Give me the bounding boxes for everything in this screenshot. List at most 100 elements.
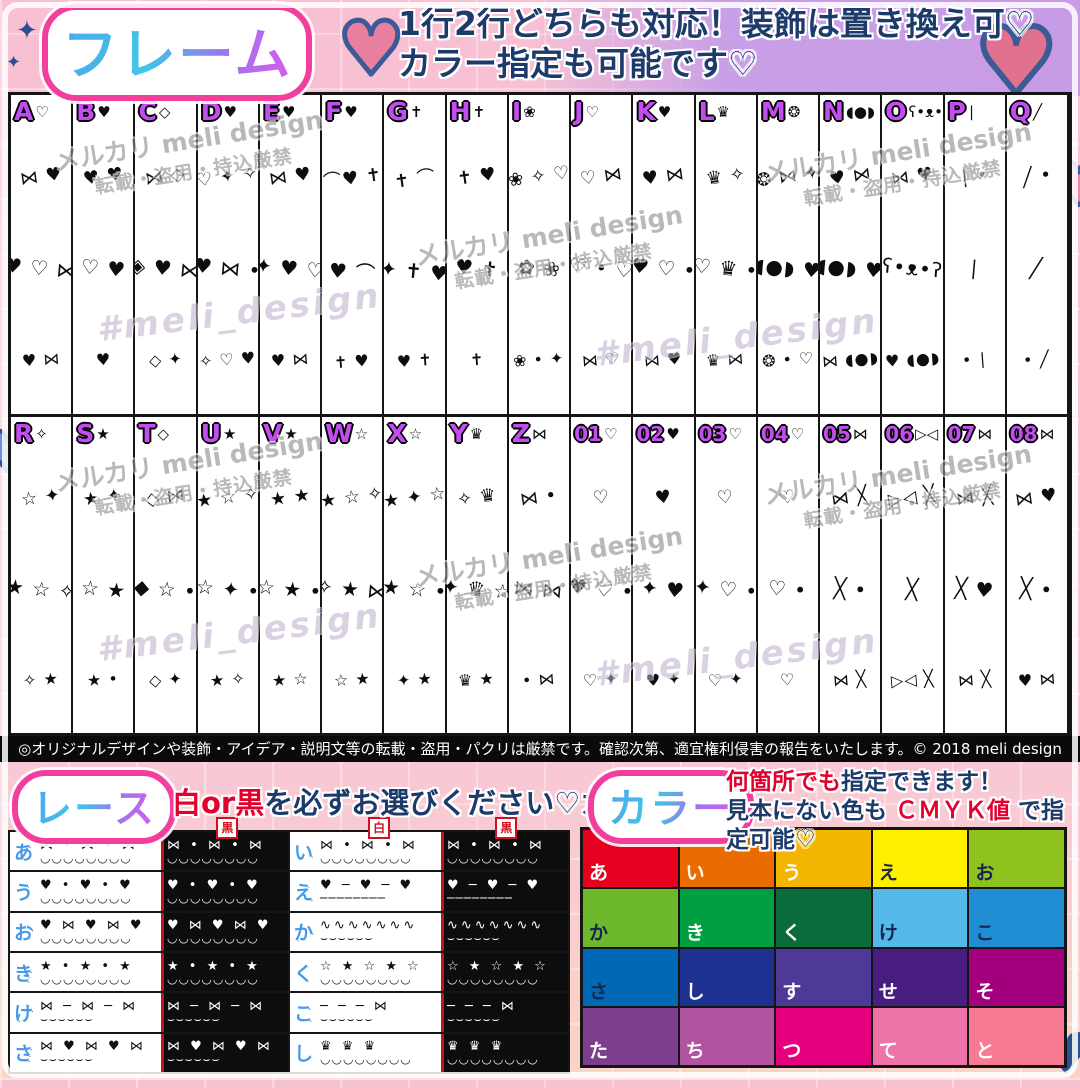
color-swatch-label: う (782, 862, 802, 885)
frame-cell-U: U ★ ★ ☆ ✧ ☆ ✦ • ★ ✧ (197, 417, 260, 733)
lace-motif-strip: ⋈ ♥ ⋈ ♥ ⋈ (40, 1039, 146, 1055)
motif-cluster: ⋈ ♡ (581, 348, 622, 371)
motif-cluster: ✧ ♡ ♥ (198, 348, 258, 372)
lace-group-け: け ⋈ ─ ⋈ ─ ⋈ ⌣⌣⌣⌣⌣⌣ ⋈ ─ ⋈ ─ ⋈ ⌣⌣⌣⌣⌣⌣ (10, 993, 288, 1032)
frame-cell-motif-icon: ∣ (967, 103, 976, 121)
lace-edge-strip: ⌣⌣⌣⌣⌣⌣ (167, 1052, 221, 1067)
color-swatch-label: せ (878, 980, 898, 1003)
page-header: ✦ ✦ フレーム ♥ 1行2行どちらも対応！装飾は置き換え可♡ カラー指定も可能… (0, 0, 1080, 101)
motif-cluster: ♥ ✝ (395, 349, 434, 372)
lace-motif-strip: ♛ ♛ ♛ (447, 1039, 506, 1055)
frame-cell-S: S ★ ★ ✦ ☆ ★ ★ • (73, 417, 136, 733)
frame-cell-motifs: ❀ ✧ ♡ ✿ ❀ ❀ • ✦ (509, 127, 569, 414)
frame-sample-grid: A ♡ ⋈ ♥ ♥ ♡ ⋈ ♥ ⋈ B ♥ ♥ ♥ ♡ ♥ ♥ C ◇ ⋈ ◇ ◈ ♥ ⋈ ◇ ✦ D ♥ ♡ ✦… (8, 92, 1072, 736)
motif-cluster: • ∣ (961, 349, 989, 371)
frame-cell-motif-icon: ♥ (282, 103, 296, 121)
lace-row: お ♥ ⋈ ♥ ⋈ ♥ ◡◡◡◡◡◡◡◡ ♥ ⋈ ♥ ⋈ ♥ ◡◡◡◡◡◡◡◡ か ∿∿∿∿… (10, 910, 568, 951)
lace-motif-strip: ─ ─ ─ ⋈ (320, 998, 390, 1014)
frame-cell-label: K (636, 97, 656, 126)
lace-sample-き-white: ★ • ★ • ★ ◡◡◡◡◡◡◡◡ (37, 952, 161, 992)
lace-sample-え-white: ♥ ─ ♥ ─ ♥ ──────── (317, 872, 441, 911)
frame-cell-label: M (760, 97, 786, 126)
motif-cluster: ✧ ★ ⋈ (322, 573, 385, 605)
color-swatch-label: す (782, 980, 802, 1003)
frame-cell-motifs: ⋈ ╳ ╳ ♥ ⋈ ╳ (945, 449, 1005, 733)
frame-cell-I: I ❀ ❀ ✧ ♡ ✿ ❀ ❀ • ✦ (508, 95, 572, 414)
motif-cluster: ♡ ✦ ✧ (197, 161, 260, 192)
lace-edge-strip: ⌣⌣⌣⌣⌣⌣ (40, 1011, 94, 1026)
lace-logo-text: レース (32, 776, 156, 834)
motif-cluster: ✦ ✝ ♥ (384, 256, 447, 286)
lace-edge-strip: ⌣⌣⌣⌣⌣⌣ (40, 1052, 94, 1067)
lace-sample-し-black: ♛ ♛ ♛ ◡◡◡◡◡◡◡◡ (441, 1033, 568, 1072)
frame-logo-bubble: フレーム (42, 4, 313, 101)
frame-cell-label: W (325, 419, 353, 448)
motif-cluster: ◆ ☆ • (135, 574, 198, 604)
motif-cluster: ♥ ⋈ (1017, 668, 1057, 690)
motif-cluster: ★ ✧ (209, 668, 247, 690)
lace-sample-き-black: ★ • ★ • ★ ◡◡◡◡◡◡◡◡ (161, 952, 288, 992)
motif-cluster: • ╱ (1022, 349, 1052, 371)
lace-motif-strip: ☆ ★ ☆ ★ ☆ (447, 958, 549, 974)
color-swatch-え: え (871, 829, 969, 889)
frame-cell-D: D ♥ ♡ ✦ ✧ ♥ ⋈ • ✧ ♡ ♥ (197, 95, 260, 414)
lace-label: か (290, 912, 317, 951)
motif-cluster: ⌒♥ ✝ (322, 164, 384, 194)
frame-cell-motifs: ★ ✦ ☆ ★ ★ • (73, 449, 133, 733)
header-line2: カラー指定も可能です♡ (398, 44, 758, 83)
lace-motif-strip: ♥ • ♥ • ♥ (40, 877, 134, 893)
lace-edge-strip: ◡◡◡◡◡◡◡◡ (167, 890, 259, 905)
motif-cluster: ◖●◗ ♥ (820, 253, 883, 284)
lace-motif-strip: ⋈ ─ ⋈ ─ ⋈ (40, 998, 139, 1014)
frame-cell-07: 07 ⋈ ⋈ ╳ ╳ ♥ ⋈ ╳ (944, 417, 1007, 733)
frame-cell-header: J ♡ (571, 95, 631, 127)
motif-cluster: ♡ ♥ (79, 254, 127, 283)
frame-cell-header: Oʕ•ᴥ•ʔ (882, 95, 942, 127)
motif-cluster: ♥ ⋈ (270, 348, 310, 371)
copyright-bar: ◎オリジナルデザインや装飾・アイデア・説明文等の転載・盗用・パクリは厳禁です。確… (0, 736, 1080, 762)
lace-edge-strip: ◡◡◡◡◡◡◡◡ (40, 850, 132, 865)
frame-cell-A: A ♡ ⋈ ♥ ♥ ♡ ⋈ ♥ ⋈ (11, 95, 74, 414)
frame-cell-K: K ♥ ♥ ⋈ ♥ ♡ • ⋈ ♥ (633, 95, 696, 414)
motif-cluster: ◖●◗ ♥ (757, 253, 821, 284)
motif-cluster: ♛ ⋈ (705, 348, 746, 371)
color-swatch-ち: ち (678, 1006, 776, 1066)
motif-cluster: ✦ ♛ ☆ (446, 573, 509, 605)
frame-cell-motif-icon: ♥ (657, 103, 672, 121)
color-logo-bubble: カラー (588, 770, 754, 844)
header-heart-icon: ♥ (335, 4, 406, 95)
frame-cell-header: Q ╱ (1007, 95, 1067, 127)
frame-cell-header: K ♥ (633, 95, 693, 127)
color-swatch-す: す (775, 947, 872, 1007)
motif-cluster: ★ ★ (268, 484, 312, 512)
lace-edge-strip: ◡◡◡◡◡◡◡◡ (447, 850, 539, 865)
motif-cluster: ♛ ✧ (704, 163, 747, 190)
frame-cell-X: X ☆ ★ ✦ ☆ ★ ☆ • ✦ ★ (384, 417, 447, 733)
motif-cluster: ♥ ⋈ (640, 162, 687, 190)
motif-cluster: ♡ (777, 486, 798, 510)
lace-sample-う-black: ♥ • ♥ • ♥ ◡◡◡◡◡◡◡◡ (161, 872, 288, 911)
frame-cell-motif-icon: ✝ (409, 103, 423, 121)
lace-sample-け-black: ⋈ ─ ⋈ ─ ⋈ ⌣⌣⌣⌣⌣⌣ (161, 993, 288, 1032)
lace-edge-strip: ◡◡◡◡◡◡◡◡ (167, 971, 259, 986)
lace-sample-お-black: ♥ ⋈ ♥ ⋈ ♥ ◡◡◡◡◡◡◡◡ (161, 912, 288, 951)
frame-cell-header: 07 ⋈ (945, 417, 1005, 449)
lace-sample-お-white: ♥ ⋈ ♥ ⋈ ♥ ◡◡◡◡◡◡◡◡ (37, 912, 161, 951)
frame-cell-motif-icon: ◇ (157, 425, 170, 443)
color-swatch-label: え (878, 862, 898, 885)
lace-sample-け-white: ⋈ ─ ⋈ ─ ⋈ ⌣⌣⌣⌣⌣⌣ (37, 993, 161, 1032)
lace-motif-strip: ─ ─ ─ ⋈ (447, 998, 517, 1014)
lace-group-し: し ♛ ♛ ♛ ◡◡◡◡◡◡◡◡ ♛ ♛ ♛ ◡◡◡◡◡◡◡◡ (288, 1033, 568, 1072)
frame-cell-T: T ◇ ◇ ⋈ ◆ ☆ • ◇ ✦ (135, 417, 198, 733)
frame-cell-motif-icon: ⋈ (1039, 425, 1055, 443)
lace-edge-strip: ──────── (320, 890, 386, 905)
frame-cell-motifs: ╱ • ╱ • ╱ (1007, 127, 1067, 414)
motif-cluster: ★ • (86, 668, 120, 690)
color-desc2-pre: 見本にない色も (726, 798, 887, 824)
color-swatch-と: と (968, 1006, 1065, 1066)
color-swatch-そ: そ (968, 947, 1065, 1007)
lace-color-tag: 黒 (216, 817, 239, 839)
lace-label: く (290, 952, 317, 992)
lace-sample-く-black: ☆ ★ ☆ ★ ☆ ◡◡◡◡◡◡◡◡ (441, 952, 568, 992)
frame-cell-header: H ✝ (447, 95, 507, 127)
